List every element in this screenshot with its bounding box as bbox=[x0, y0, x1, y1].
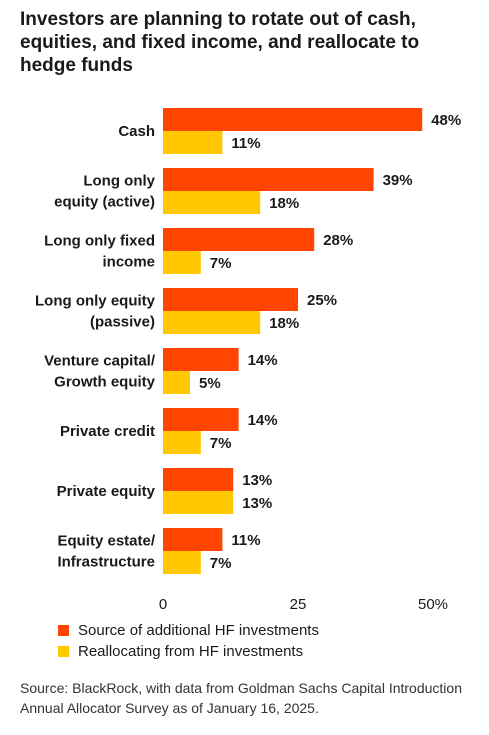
data-label: 7% bbox=[210, 255, 232, 272]
data-label: 5% bbox=[199, 375, 221, 392]
bar bbox=[163, 191, 261, 214]
bar-chart: Cash 48% 11% Long only equity (active) 39% 18%… bbox=[35, 108, 461, 613]
category-label: Equity estate/ bbox=[57, 533, 155, 550]
data-label: 11% bbox=[231, 135, 260, 152]
bar bbox=[163, 528, 223, 551]
category-label: Private credit bbox=[60, 423, 155, 440]
data-label: 25% bbox=[307, 292, 337, 309]
category-label: Cash bbox=[118, 123, 155, 140]
data-label: 7% bbox=[210, 435, 232, 452]
bar bbox=[163, 288, 298, 311]
x-tick-label: 0 bbox=[159, 596, 167, 613]
data-label: 28% bbox=[323, 232, 353, 249]
category-label: Private equity bbox=[57, 483, 156, 500]
data-label: 11% bbox=[231, 532, 260, 549]
category-label: (passive) bbox=[90, 314, 155, 331]
data-label: 13% bbox=[242, 495, 272, 512]
category-label: Long only bbox=[83, 173, 155, 190]
bar bbox=[163, 251, 201, 274]
bar bbox=[163, 408, 239, 431]
data-label: 13% bbox=[242, 472, 272, 489]
chart-title: Investors are planning to rotate out of … bbox=[20, 9, 420, 76]
x-tick-label: 25 bbox=[290, 596, 307, 613]
bar bbox=[163, 168, 374, 191]
data-label: 48% bbox=[431, 112, 461, 129]
category-label: Long only fixed bbox=[44, 233, 155, 250]
legend-label-reallocating: Reallocating from HF investments bbox=[78, 643, 304, 660]
category-label: Venture capital/ bbox=[44, 353, 156, 370]
category-label: equity (active) bbox=[54, 194, 155, 211]
legend-item-source: Source of additional HF investments bbox=[58, 620, 319, 641]
bar bbox=[163, 551, 201, 574]
data-label: 14% bbox=[248, 352, 278, 369]
source-note: Source: BlackRock, with data from Goldma… bbox=[20, 680, 462, 716]
data-label: 39% bbox=[383, 172, 413, 189]
data-label: 18% bbox=[269, 315, 299, 332]
legend-swatch-reallocating bbox=[58, 646, 69, 657]
category-label: Infrastructure bbox=[57, 554, 155, 571]
bar bbox=[163, 108, 423, 131]
bar bbox=[163, 468, 234, 491]
data-label: 14% bbox=[248, 412, 278, 429]
bar bbox=[163, 431, 201, 454]
bar bbox=[163, 311, 261, 334]
data-label: 18% bbox=[269, 195, 299, 212]
bar bbox=[163, 371, 190, 394]
legend: Source of additional HF investments Real… bbox=[58, 620, 319, 662]
bar bbox=[163, 491, 234, 514]
bar bbox=[163, 348, 239, 371]
category-label: income bbox=[102, 254, 155, 271]
x-tick-label: 50% bbox=[418, 596, 448, 613]
data-label: 7% bbox=[210, 555, 232, 572]
legend-swatch-source bbox=[58, 625, 69, 636]
legend-item-reallocating: Reallocating from HF investments bbox=[58, 641, 319, 662]
category-label: Long only equity bbox=[35, 293, 156, 310]
bar bbox=[163, 131, 223, 154]
category-label: Growth equity bbox=[54, 374, 155, 391]
bar bbox=[163, 228, 315, 251]
legend-label-source: Source of additional HF investments bbox=[78, 622, 319, 639]
